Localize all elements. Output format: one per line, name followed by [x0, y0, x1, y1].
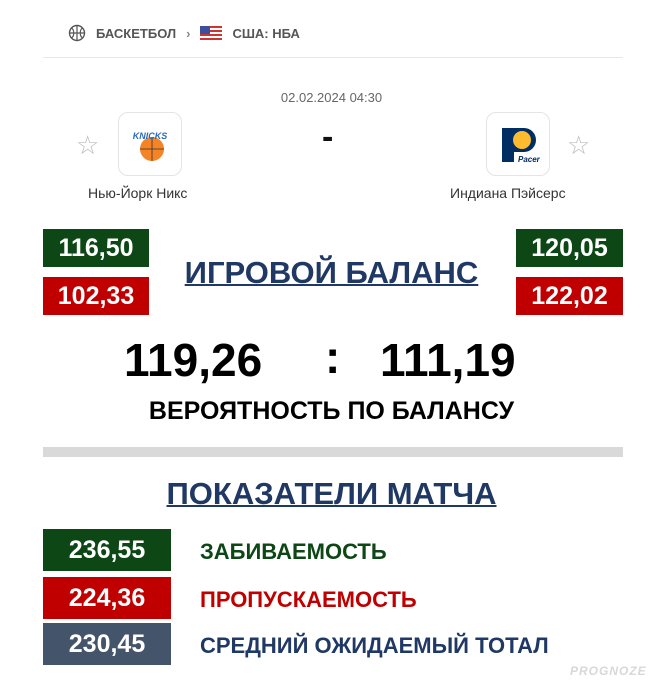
scoring-value: 236,55 [43, 529, 171, 571]
balance-subtitle: ВЕРОЯТНОСТЬ ПО БАЛАНСУ [148, 397, 515, 425]
scoring-label: ЗАБИВАЕМОСТЬ [200, 539, 387, 564]
us-flag-icon [200, 26, 223, 40]
favorite-star-icon-away[interactable]: ☆ [567, 130, 591, 160]
breadcrumb: БАСКЕТБОЛ › США: НБА [68, 24, 300, 42]
score-separator: - [322, 118, 334, 156]
conceded-label: ПРОПУСКАЕМОСТЬ [200, 587, 417, 612]
away-balance-top: 120,05 [516, 229, 623, 267]
chevron-right-icon: › [186, 25, 191, 41]
away-team-logo: Pacers [486, 112, 550, 176]
favorite-star-icon-home[interactable]: ☆ [76, 130, 100, 160]
home-balance-bottom: 102,33 [43, 277, 149, 315]
basketball-icon [68, 24, 86, 42]
away-score: 111,19 [380, 334, 516, 386]
svg-text:KNICKS: KNICKS [133, 131, 168, 141]
home-team-logo: KNICKS [118, 112, 182, 176]
away-balance-bottom: 122,02 [516, 277, 623, 315]
breadcrumb-league[interactable]: США: НБА [232, 25, 300, 41]
away-team-name[interactable]: Индиана Пэйсерс [450, 185, 566, 201]
divider [43, 57, 623, 58]
home-score: 119,26 [124, 334, 263, 386]
svg-text:Pacers: Pacers [518, 155, 540, 164]
stats-title: ПОКАЗАТЕЛИ МАТЧА [166, 476, 497, 511]
score-colon: : [325, 331, 341, 383]
watermark-logo: PROGNOZE [570, 664, 647, 678]
section-divider [43, 447, 623, 457]
conceded-value: 224,36 [43, 577, 171, 619]
breadcrumb-sport[interactable]: БАСКЕТБОЛ [96, 25, 177, 41]
expected-total-value: 230,45 [43, 623, 171, 665]
home-team-name[interactable]: Нью-Йорк Никс [88, 185, 188, 201]
expected-total-label: СРЕДНИЙ ОЖИДАЕМЫЙ ТОТАЛ [200, 633, 549, 658]
home-balance-top: 116,50 [43, 229, 149, 267]
balance-title: ИГРОВОЙ БАЛАНС [184, 255, 479, 290]
match-datetime: 02.02.2024 04:30 [280, 90, 383, 105]
